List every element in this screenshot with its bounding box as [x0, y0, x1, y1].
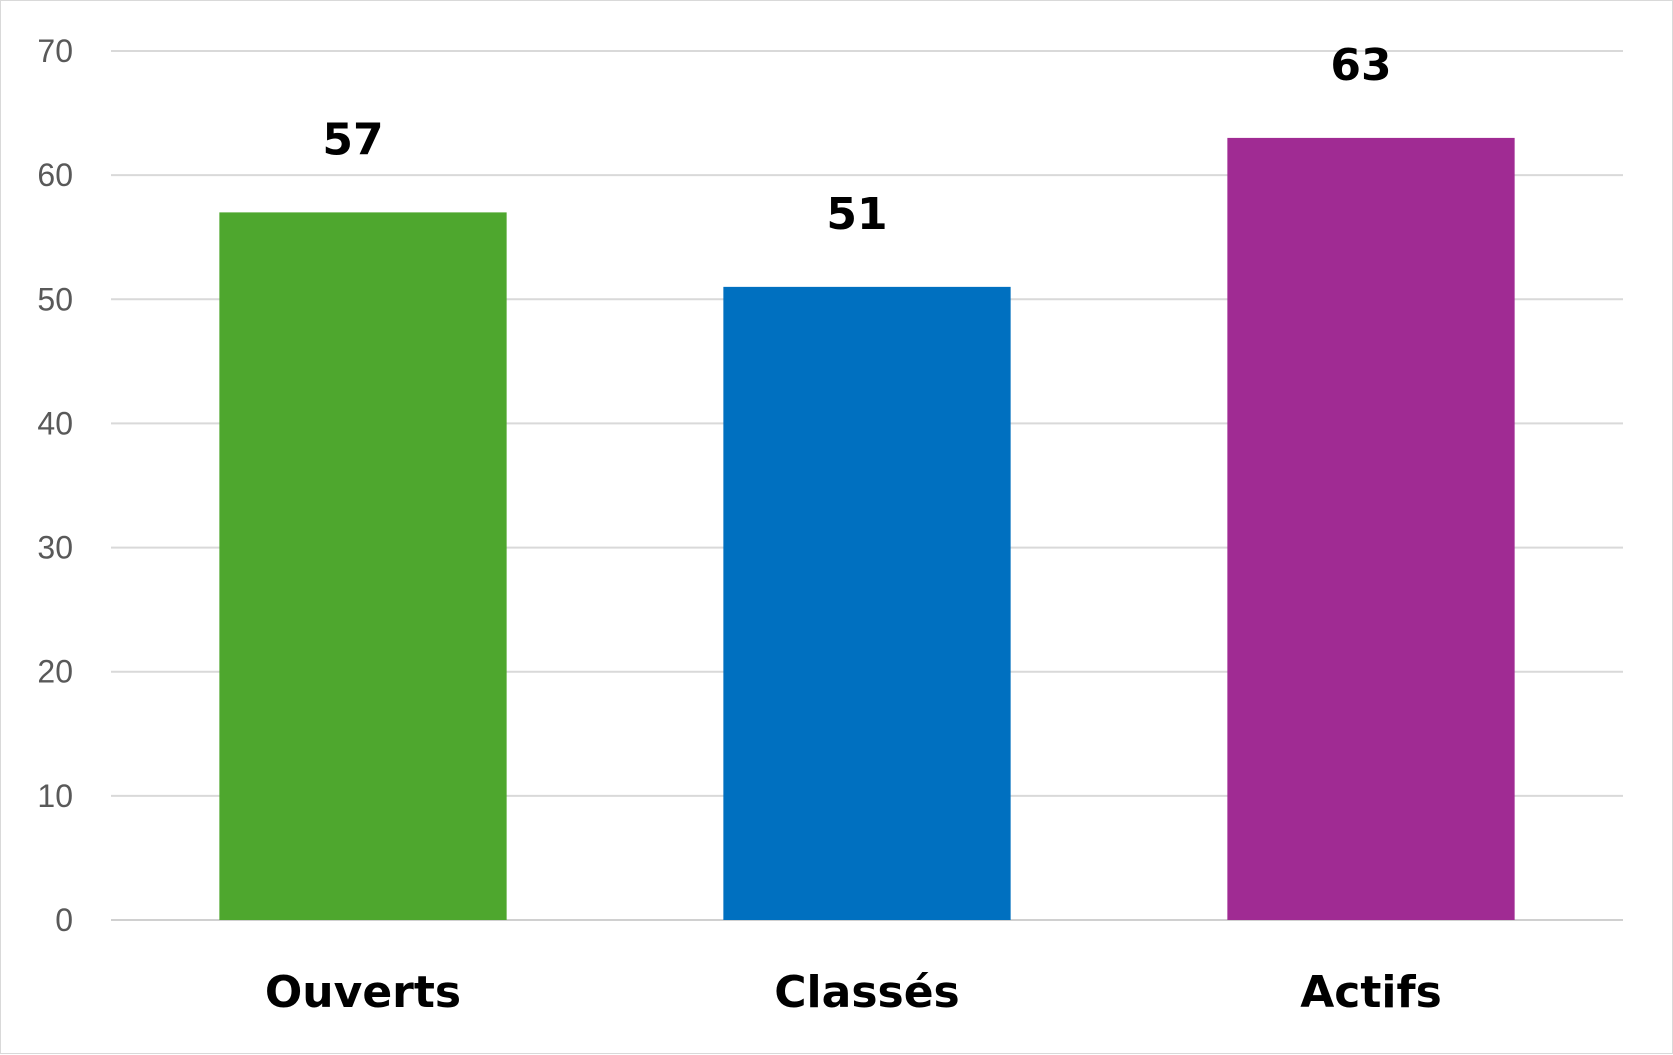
y-tick-label: 50: [37, 281, 73, 317]
x-tick-label: Actifs: [1300, 967, 1442, 1018]
data-labels: 57 51 63: [322, 40, 1391, 240]
data-label: 57: [322, 114, 383, 165]
y-tick-label: 0: [55, 902, 73, 938]
data-label: 63: [1330, 40, 1391, 91]
bar-classés: [723, 286, 1011, 920]
y-tick-label: 20: [37, 654, 73, 690]
bar-ouverts: [219, 212, 507, 920]
x-tick-label: Ouverts: [265, 967, 461, 1018]
bars: [219, 137, 1515, 920]
y-tick-label: 10: [37, 778, 73, 814]
y-axis: 0 10 20 30 40 50 60 70: [37, 33, 73, 938]
x-tick-label: Classés: [774, 967, 959, 1018]
y-tick-label: 30: [37, 530, 73, 566]
y-tick-label: 60: [37, 157, 73, 193]
y-tick-label: 40: [37, 405, 73, 441]
bar-actifs: [1227, 137, 1515, 920]
x-axis: Ouverts Classés Actifs: [265, 967, 1442, 1018]
data-label: 51: [826, 189, 887, 240]
y-tick-label: 70: [37, 33, 73, 69]
